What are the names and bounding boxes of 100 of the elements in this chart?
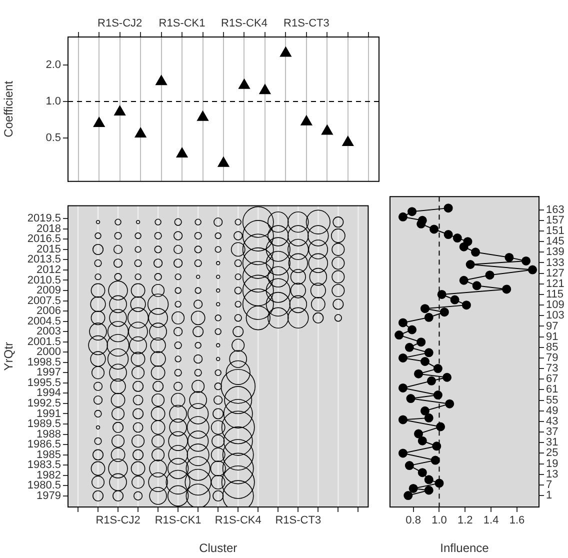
point [436, 422, 446, 432]
y-tick-label: 1983.5 [27, 459, 61, 472]
y-tick-label: 25 [546, 447, 558, 460]
y-tick-label: 2006 [36, 305, 61, 318]
y-tick-label: 91 [546, 330, 558, 343]
y-tick-label: 2013.5 [27, 254, 61, 266]
point [93, 116, 105, 127]
x-tick-label: 1.0 [432, 514, 447, 527]
y-tick-label: 133 [546, 256, 564, 269]
y-tick-label: 31 [546, 436, 558, 449]
y-tick-label: 115 [546, 288, 564, 301]
x-tick-label: R1S-CT3 [275, 514, 322, 527]
point [424, 348, 434, 358]
x-axis-title: Influence [440, 541, 490, 556]
point [434, 478, 444, 488]
y-tick-label: 1985 [36, 448, 61, 461]
y-tick-label: 1 [546, 490, 552, 502]
point [414, 369, 424, 378]
y-tick-label: 61 [546, 384, 558, 396]
x-axis-title: Cluster [199, 541, 238, 556]
point [416, 338, 426, 347]
y-tick-label: 1980.5 [27, 480, 61, 492]
point [426, 376, 436, 386]
y-tick-label: 7 [546, 478, 552, 491]
x-tick-label: 1.2 [458, 514, 473, 527]
x-tick-label: R1S-CT3 [284, 17, 330, 30]
y-tick-label: 2016.5 [27, 233, 61, 246]
point [442, 372, 452, 382]
y-tick-label: 37 [546, 426, 558, 438]
y-tick-label: 1998.5 [27, 356, 61, 368]
point [300, 115, 312, 126]
y-tick-label: 2000 [36, 346, 61, 358]
point [424, 486, 434, 495]
y-tick-label: 127 [546, 267, 564, 280]
point [406, 394, 416, 404]
x-tick-label: R1S-CK1 [154, 514, 202, 527]
y-tick-label: 1992.5 [27, 397, 61, 410]
point [433, 390, 442, 400]
point [444, 204, 453, 213]
y-tick-label: 151 [546, 225, 564, 238]
point [472, 281, 482, 290]
y-tick-label: 1988 [36, 428, 61, 440]
point [418, 468, 427, 478]
point [452, 234, 462, 243]
x-tick-label: R1S-CJ2 [96, 514, 140, 527]
point [114, 106, 126, 116]
point [408, 484, 418, 493]
point [404, 461, 414, 470]
point [471, 248, 480, 257]
point [280, 46, 292, 57]
point [321, 124, 333, 135]
point [420, 304, 430, 314]
point [404, 491, 413, 500]
y-tick-label: 1982 [36, 469, 61, 482]
y-tick-label: 67 [546, 373, 558, 386]
x-tick-label: R1S-CJ2 [98, 17, 142, 30]
point [502, 284, 512, 294]
y-tick-label: 2010.5 [27, 274, 61, 286]
point [259, 84, 271, 94]
y-tick-label: 43 [546, 415, 558, 428]
point [420, 406, 430, 416]
point [450, 295, 460, 304]
point [424, 312, 434, 322]
y-tick-label: 73 [546, 362, 558, 375]
y-tick-label: 1986.5 [27, 438, 61, 451]
y-tick-label: 2018 [36, 222, 61, 235]
point [433, 364, 442, 374]
point [398, 383, 408, 392]
y-tick-label: 2009 [36, 284, 61, 297]
point [414, 429, 424, 438]
y-axis-title: YrQtr [2, 342, 16, 371]
y-tick-label: 109 [546, 299, 564, 312]
x-tick-label: 0.8 [406, 514, 421, 527]
y-tick-label: 1979 [36, 490, 61, 502]
x-tick-label: 1.4 [483, 514, 499, 527]
x-tick-label: R1S-CK1 [158, 17, 206, 30]
y-tick-label: 2001.5 [27, 336, 61, 348]
point [445, 399, 454, 408]
point [176, 147, 188, 158]
x-tick-label: R1S-CK4 [214, 514, 262, 527]
y-axis-title: Coefficient [2, 80, 16, 138]
point [432, 442, 442, 451]
point [430, 224, 439, 234]
point [437, 290, 446, 299]
point [463, 237, 472, 246]
y-tick-label: 1995.5 [27, 376, 61, 389]
y-tick-label: 145 [546, 236, 564, 248]
point [424, 475, 434, 484]
y-tick-label: 55 [546, 394, 558, 406]
x-tick-label: 1.6 [509, 514, 525, 527]
y-tick-label: 163 [546, 204, 564, 216]
y-tick-label: 2012 [36, 264, 61, 276]
y-tick-label: 1997 [36, 366, 61, 379]
y-tick-label: 2.0 [46, 59, 61, 72]
point [197, 110, 208, 121]
point [398, 212, 408, 222]
point [440, 308, 449, 317]
point [398, 448, 408, 458]
point [398, 318, 408, 328]
y-tick-label: 19 [546, 458, 558, 470]
